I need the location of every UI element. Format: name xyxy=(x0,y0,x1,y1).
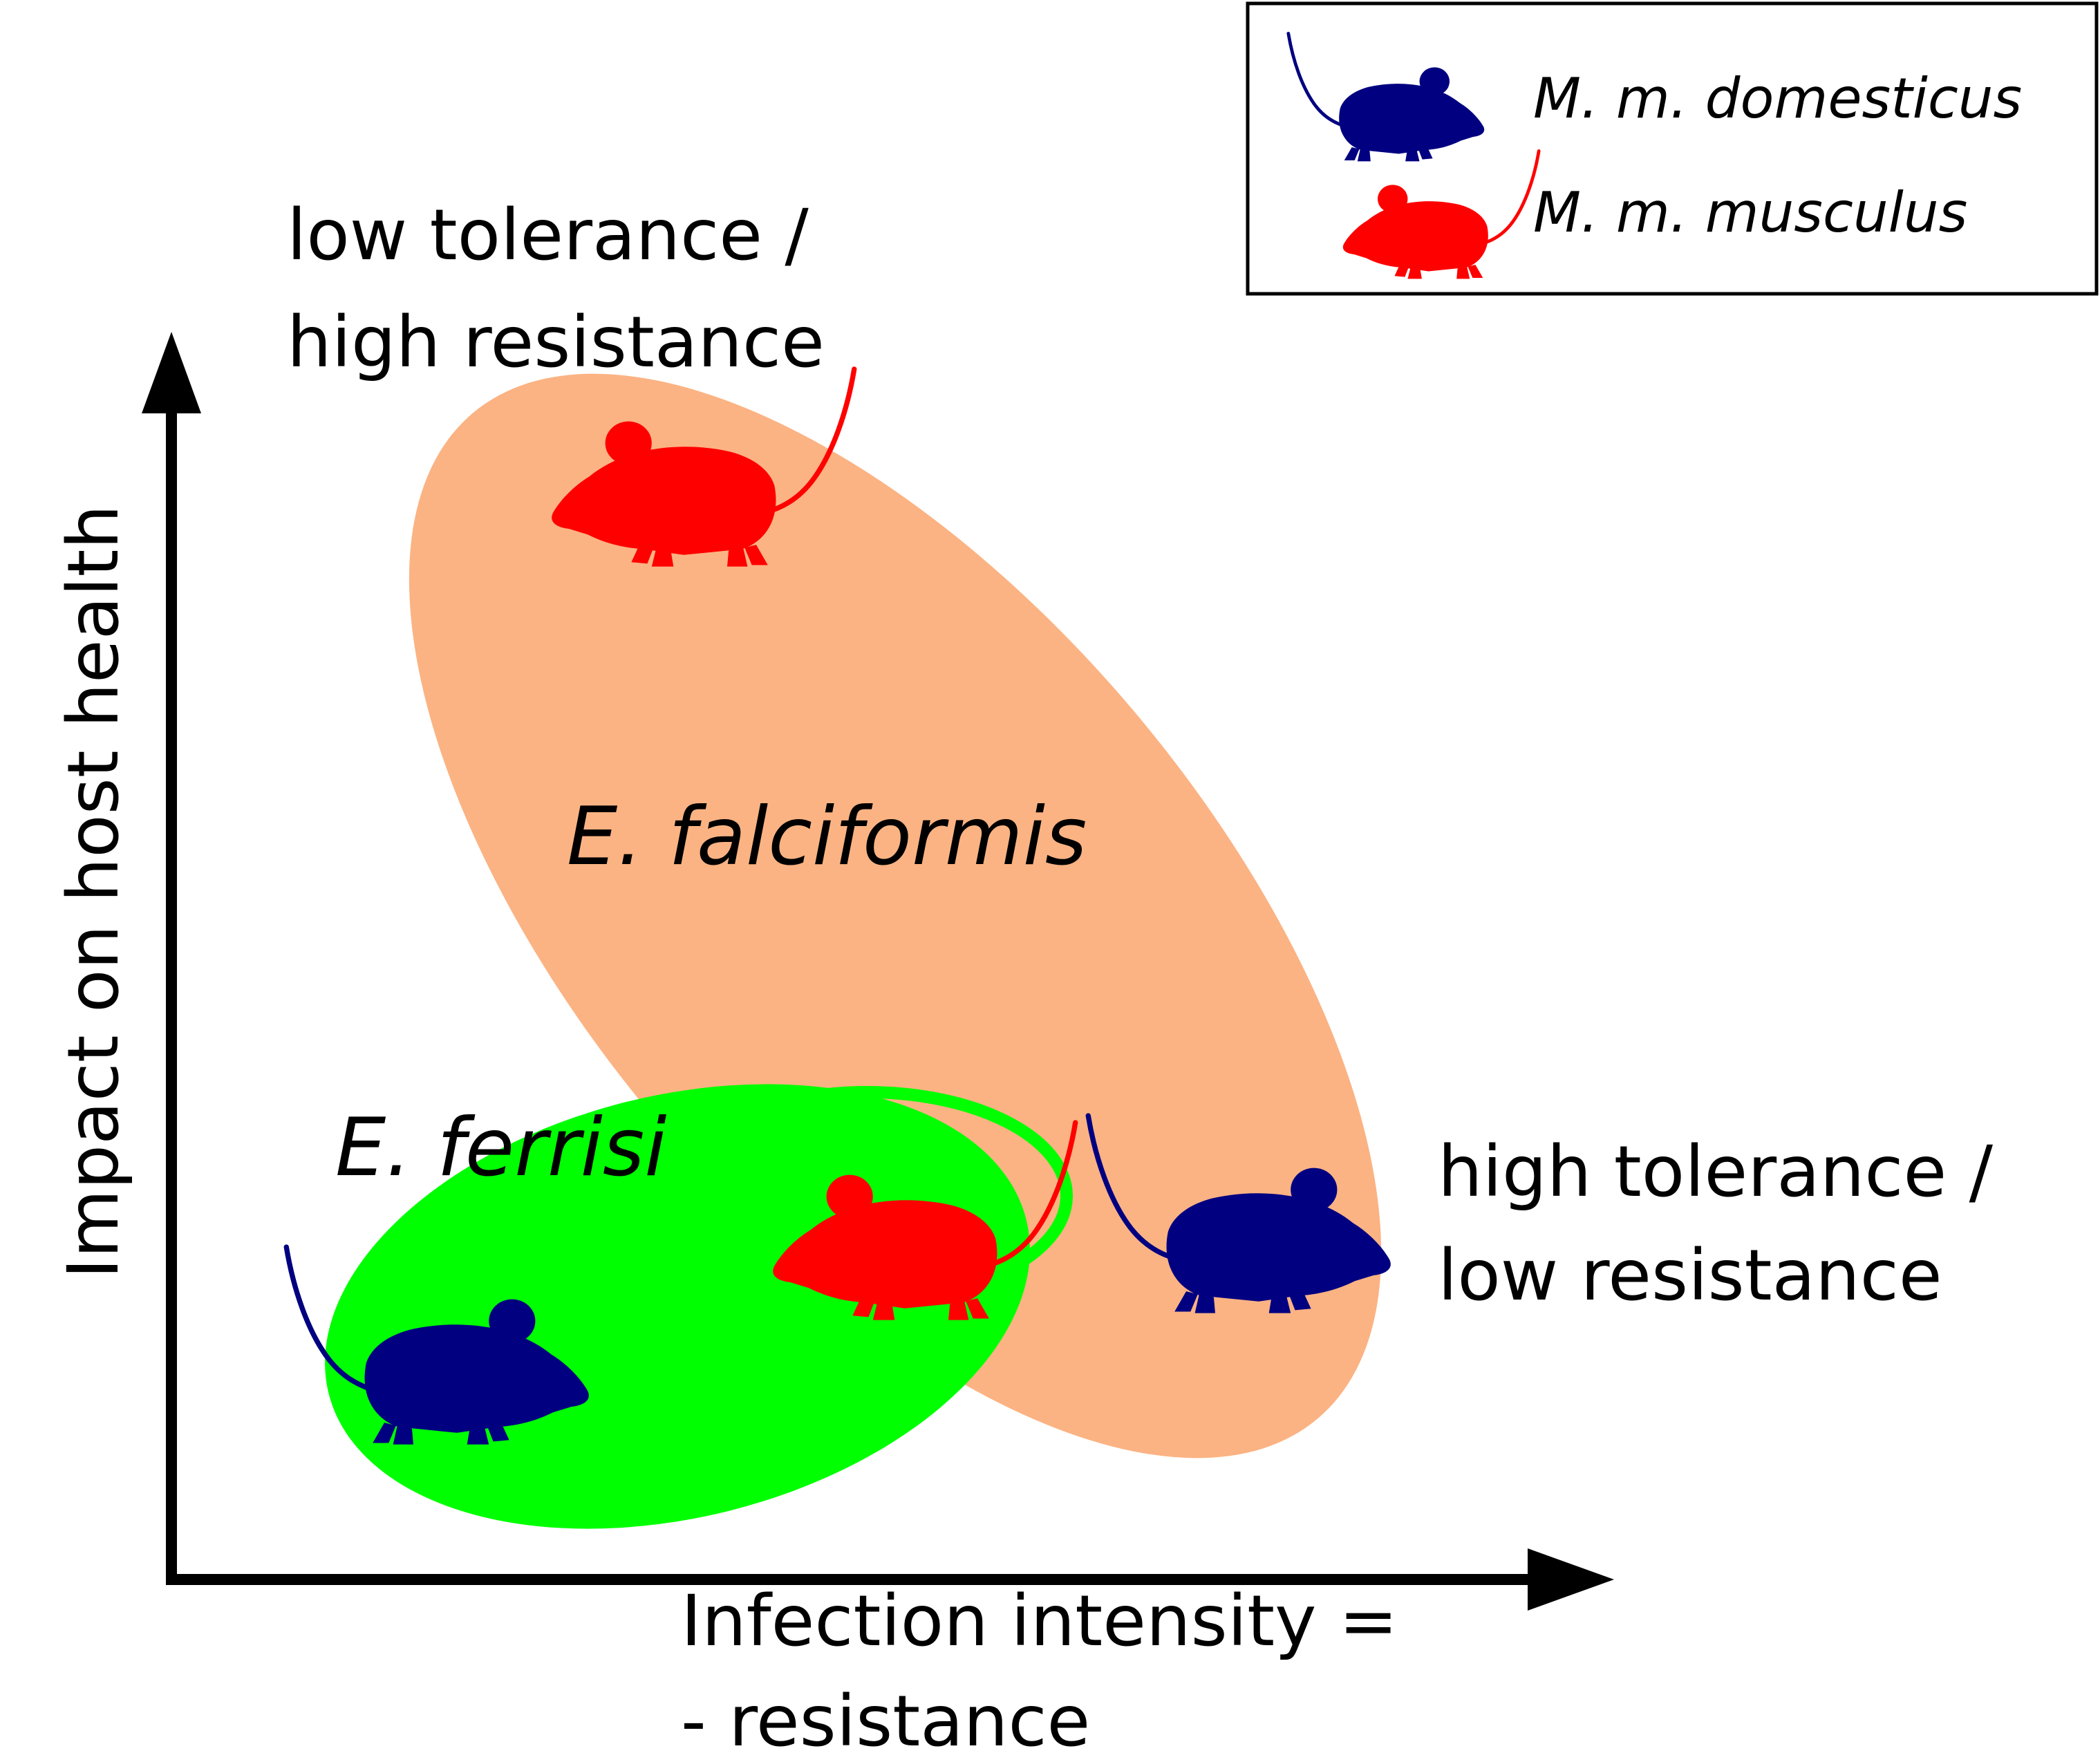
legend-label-domesticus: M. m. domesticus xyxy=(1533,66,2022,131)
ferrisi-label: E. ferrisi xyxy=(335,1101,667,1194)
x-axis-label-line2: - resistance xyxy=(681,1680,1090,1753)
falciformis-region xyxy=(409,373,1382,1459)
y-axis-label: Impact on host health xyxy=(53,505,135,1279)
legend: M. m. domesticus M. m. musculus xyxy=(1246,1,2099,296)
y-axis-arrow xyxy=(142,332,201,413)
top-left-label-line1: low tolerance / xyxy=(287,194,809,276)
x-axis-label-line1: Infection intensity = xyxy=(681,1580,1398,1662)
right-label-line2: low resistance xyxy=(1438,1235,1942,1317)
falciformis-label: E. falciformis xyxy=(567,790,1087,883)
legend-label-musculus: M. m. musculus xyxy=(1533,180,1967,245)
x-axis-arrow xyxy=(1528,1548,1614,1611)
right-label-line1: high tolerance / xyxy=(1438,1131,1994,1213)
top-left-label-line2: high resistance xyxy=(287,301,825,384)
